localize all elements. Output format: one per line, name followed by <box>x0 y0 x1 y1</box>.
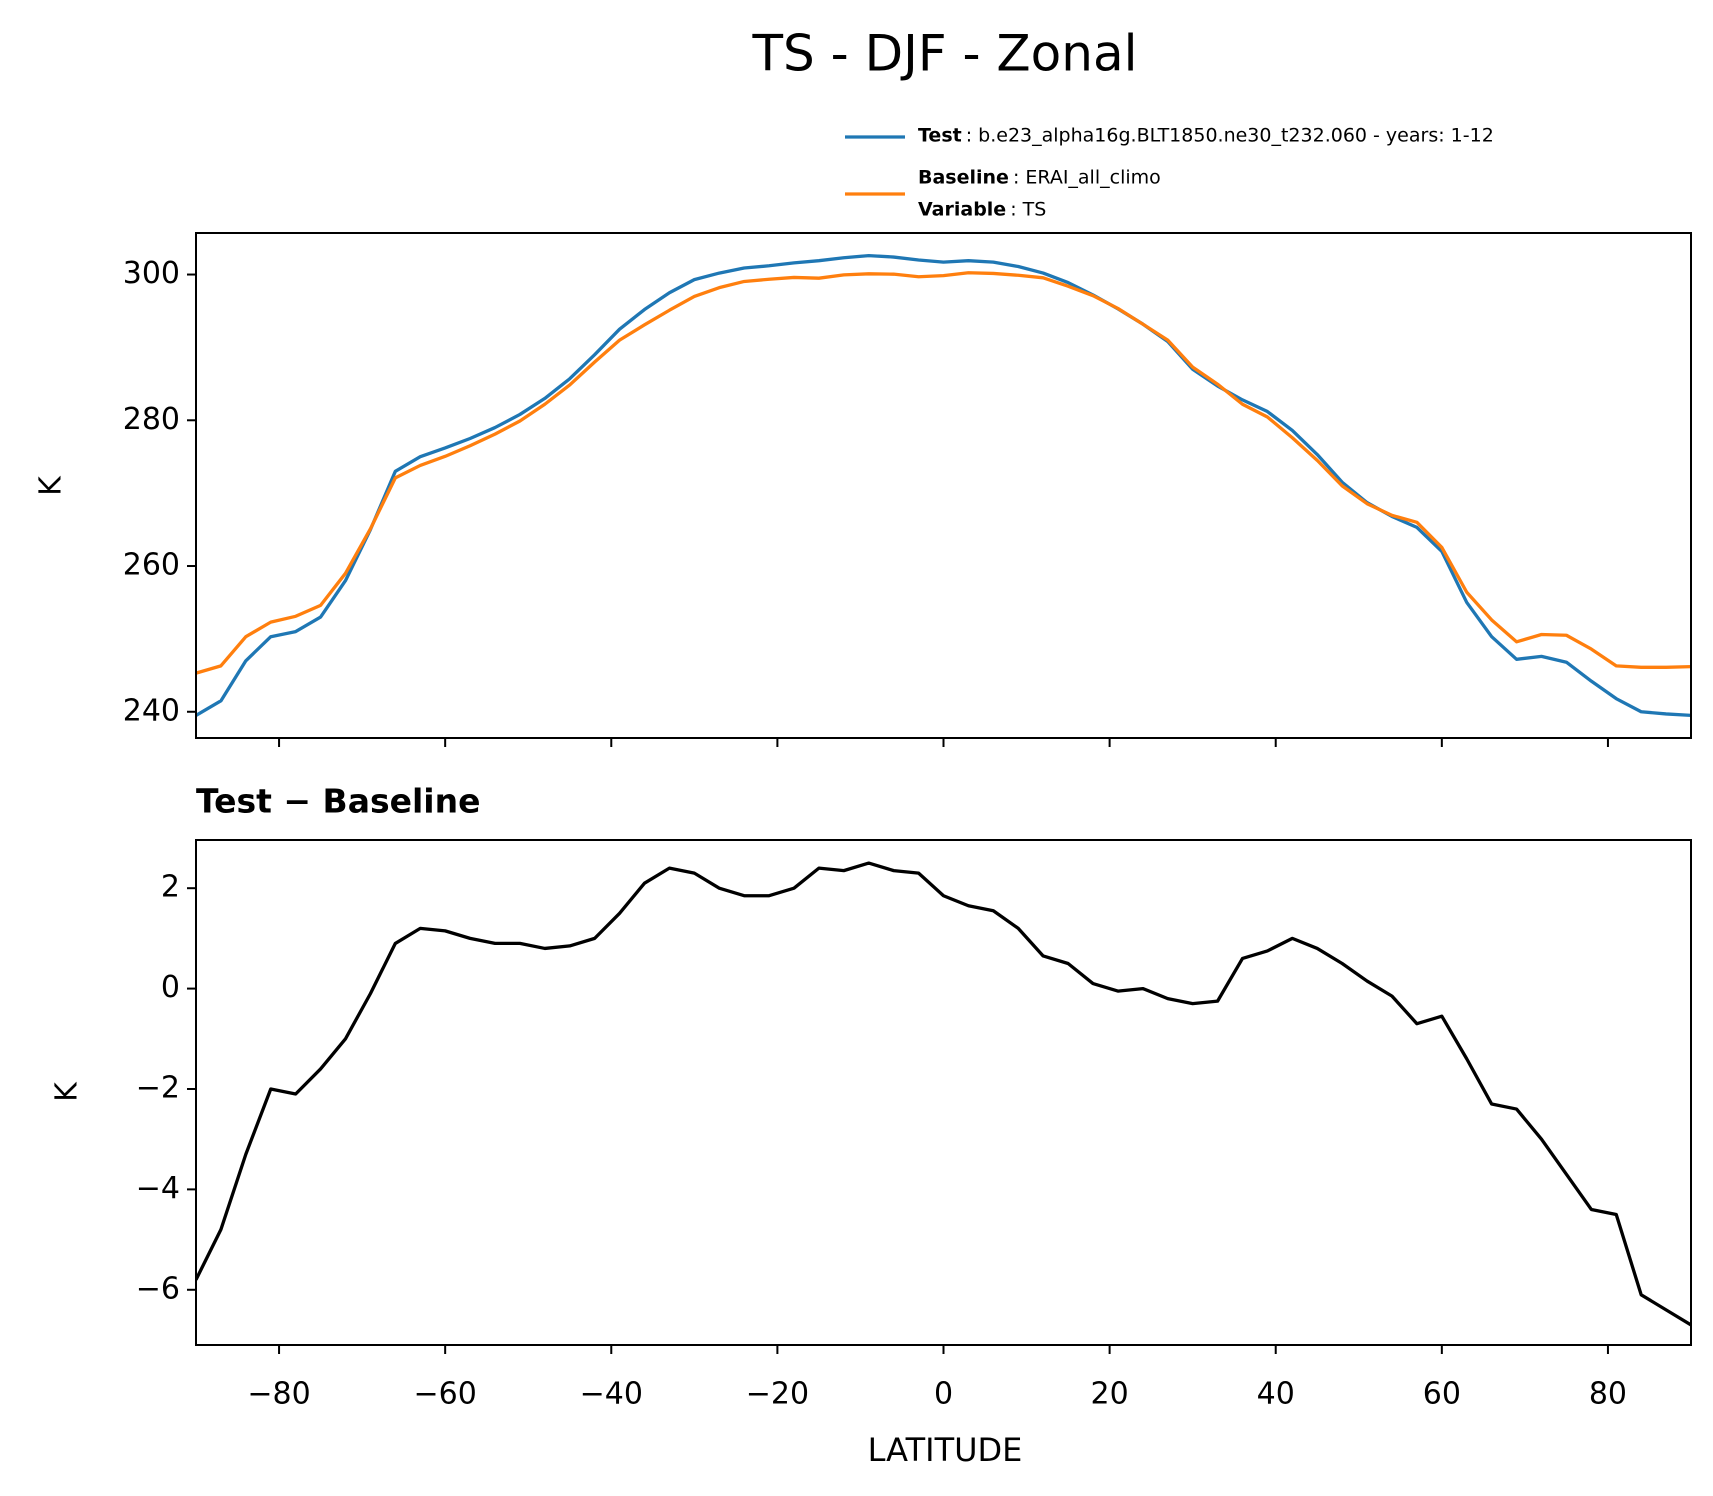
legend-label: Variable <box>918 199 1006 221</box>
plot-frame <box>195 839 1692 1346</box>
data-line <box>196 253 1691 718</box>
legend-description: : ERAI_all_climo <box>1013 167 1161 189</box>
legend-description: : b.e23_alpha16g.BLT1850.ne30_t232.060 -… <box>966 125 1494 147</box>
plot-frame <box>195 232 1692 739</box>
x-tick-label: 80 <box>1589 1377 1627 1412</box>
y-tick-label: −2 <box>136 1070 180 1105</box>
x-tick-label: 0 <box>934 1377 953 1412</box>
y-tick-label: −6 <box>136 1271 180 1306</box>
x-tick-label: −80 <box>247 1377 310 1412</box>
legend-description: : TS <box>1010 199 1046 221</box>
y-tick-label: 240 <box>123 693 180 728</box>
legend-label: Baseline <box>918 167 1009 189</box>
y-tick-label: 280 <box>123 402 180 437</box>
data-line <box>196 861 1691 1327</box>
y-axis-label: K <box>34 475 69 496</box>
figure-title: TS - DJF - Zonal <box>751 25 1137 83</box>
y-tick-label: 260 <box>123 548 180 583</box>
y-axis-label: K <box>50 1081 85 1102</box>
subplot-title: Test − Baseline <box>196 782 481 821</box>
x-tick-label: 40 <box>1257 1377 1295 1412</box>
legend-label: Test <box>918 125 962 147</box>
x-tick-label: 20 <box>1091 1377 1129 1412</box>
x-tick-label: −20 <box>746 1377 809 1412</box>
y-tick-label: −4 <box>136 1171 180 1206</box>
y-tick-label: 300 <box>123 256 180 291</box>
x-axis-label: LATITUDE <box>868 1431 1023 1469</box>
x-tick-label: −40 <box>580 1377 643 1412</box>
x-tick-label: −60 <box>414 1377 477 1412</box>
y-tick-label: 0 <box>161 970 180 1005</box>
y-tick-label: 2 <box>161 870 180 905</box>
x-tick-label: 60 <box>1423 1377 1461 1412</box>
data-line <box>196 271 1691 675</box>
